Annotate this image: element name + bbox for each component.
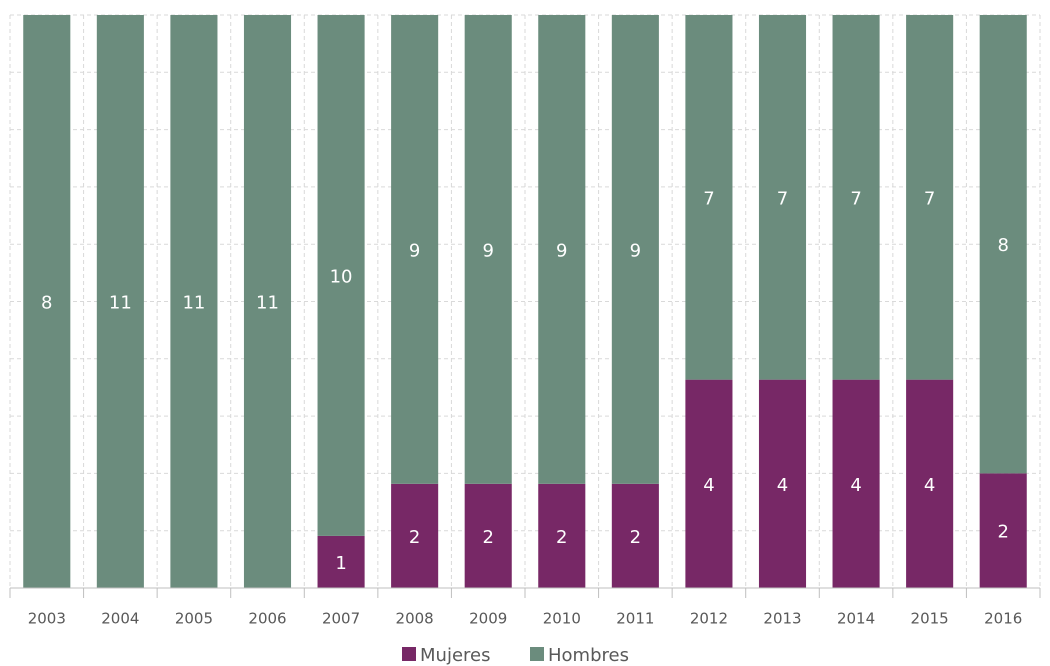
legend-swatch xyxy=(402,647,416,661)
data-label: 9 xyxy=(482,240,493,261)
data-label: 2 xyxy=(409,527,420,548)
bar-segment xyxy=(170,15,218,588)
data-label: 2 xyxy=(997,522,1008,543)
data-label: 7 xyxy=(924,188,935,209)
x-tick-label: 2003 xyxy=(28,610,66,628)
data-label: 7 xyxy=(777,188,788,209)
data-label: 4 xyxy=(850,475,861,496)
data-label: 7 xyxy=(850,188,861,209)
legend-label: Hombres xyxy=(548,645,629,666)
data-label: 11 xyxy=(256,293,279,314)
bar-segment xyxy=(758,379,807,588)
bar-segment xyxy=(832,15,880,380)
x-tick-label: 2012 xyxy=(690,610,728,628)
data-label: 2 xyxy=(556,527,567,548)
x-tick-label: 2006 xyxy=(248,610,286,628)
data-label: 9 xyxy=(409,240,420,261)
bar-segment xyxy=(317,535,365,588)
bar-segment xyxy=(611,15,659,484)
data-label: 10 xyxy=(330,266,353,287)
data-label: 4 xyxy=(777,475,788,496)
x-tick-label: 2014 xyxy=(837,610,875,628)
data-label: 1 xyxy=(335,553,346,574)
x-tick-label: 2005 xyxy=(175,610,213,628)
legend-label: Mujeres xyxy=(420,645,490,666)
data-label: 8 xyxy=(997,235,1008,256)
bar-segment xyxy=(317,15,365,536)
bar-segment xyxy=(611,483,659,588)
data-label: 2 xyxy=(482,527,493,548)
data-label: 4 xyxy=(703,475,714,496)
bar-segment xyxy=(685,15,733,380)
data-label: 7 xyxy=(703,188,714,209)
bar-segment xyxy=(243,15,292,588)
legend-swatch xyxy=(530,647,544,661)
bar-segment xyxy=(23,15,71,588)
data-label: 4 xyxy=(924,475,935,496)
data-label: 8 xyxy=(41,293,52,314)
data-label: 2 xyxy=(630,527,641,548)
bar-segment xyxy=(391,15,439,484)
bar-segment xyxy=(979,473,1027,588)
bar-segment xyxy=(538,483,586,588)
bar-segment xyxy=(832,379,880,588)
data-label: 9 xyxy=(630,240,641,261)
bar-segment xyxy=(464,15,512,484)
data-label: 11 xyxy=(182,293,205,314)
bar-segment xyxy=(538,15,586,484)
bar-segment xyxy=(906,379,954,588)
x-tick-label: 2015 xyxy=(911,610,949,628)
x-tick-label: 2013 xyxy=(763,610,801,628)
x-tick-label: 2004 xyxy=(101,610,139,628)
bar-segment xyxy=(906,15,954,380)
x-tick-label: 2007 xyxy=(322,610,360,628)
data-label: 11 xyxy=(109,293,132,314)
bar-segment xyxy=(464,483,512,588)
bar-segment xyxy=(758,15,807,380)
x-tick-label: 2010 xyxy=(543,610,581,628)
bar-segment xyxy=(979,15,1027,474)
x-tick-label: 2011 xyxy=(616,610,654,628)
data-label: 9 xyxy=(556,240,567,261)
bar-segment xyxy=(96,15,144,588)
bar-segment xyxy=(391,483,439,588)
x-tick-label: 2009 xyxy=(469,610,507,628)
bar-segment xyxy=(685,379,733,588)
x-tick-label: 2008 xyxy=(396,610,434,628)
x-tick-label: 2016 xyxy=(984,610,1022,628)
